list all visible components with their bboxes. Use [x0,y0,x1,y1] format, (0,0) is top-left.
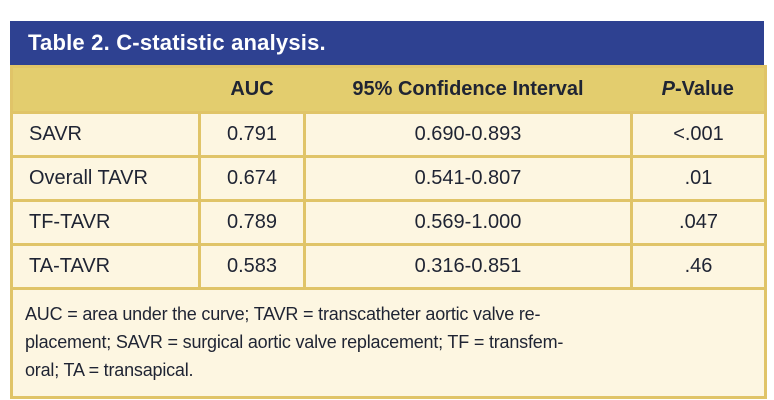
column-header-blank [11,66,200,113]
footnote-line: AUC = area under the curve; TAVR = trans… [25,304,541,324]
table2-card: Table 2. C-statistic analysis. AUC 95% C… [10,21,767,399]
p-value: .01 [630,155,767,202]
table-row-ta-tavr: TA-TAVR 0.583 0.316-0.851 .46 [10,243,767,290]
column-header-auc: AUC [199,66,305,113]
row-label: Overall TAVR [10,155,201,202]
column-header-ci: 95% Confidence Interval [304,66,632,113]
footnote-row: AUC = area under the curve; TAVR = trans… [11,287,766,398]
ci-value: 0.569-1.000 [303,199,633,246]
footnote-line: oral; TA = transapical. [25,360,194,380]
row-label: TF-TAVR [10,199,201,246]
c-statistic-table: AUC 95% Confidence Interval P-Value SAVR… [10,65,767,399]
row-label: TA-TAVR [10,243,201,290]
p-value: <.001 [630,111,767,158]
footnote-cell: AUC = area under the curve; TAVR = trans… [11,287,766,398]
auc-value: 0.674 [198,155,306,202]
ci-value: 0.316-0.851 [303,243,633,290]
auc-value: 0.583 [198,243,306,290]
footnote-line: placement; SAVR = surgical aortic valve … [25,332,564,352]
table-row-overall-tavr: Overall TAVR 0.674 0.541-0.807 .01 [10,155,767,202]
table-row-tf-tavr: TF-TAVR 0.789 0.569-1.000 .047 [10,199,767,246]
table-row-savr: SAVR 0.791 0.690-0.893 <.001 [10,111,767,158]
row-label: SAVR [10,111,201,158]
table-title-bar: Table 2. C-statistic analysis. [10,21,764,65]
ci-value: 0.690-0.893 [303,111,633,158]
p-value: .46 [630,243,767,290]
ci-value: 0.541-0.807 [303,155,633,202]
auc-value: 0.791 [198,111,306,158]
pvalue-rest: -Value [674,78,734,100]
column-header-row: AUC 95% Confidence Interval P-Value [11,66,766,113]
column-header-pvalue: P-Value [631,66,766,113]
table-title: Table 2. C-statistic analysis. [28,30,326,55]
auc-value: 0.789 [198,199,306,246]
pvalue-italic-p: P [661,78,675,100]
p-value: .047 [630,199,767,246]
